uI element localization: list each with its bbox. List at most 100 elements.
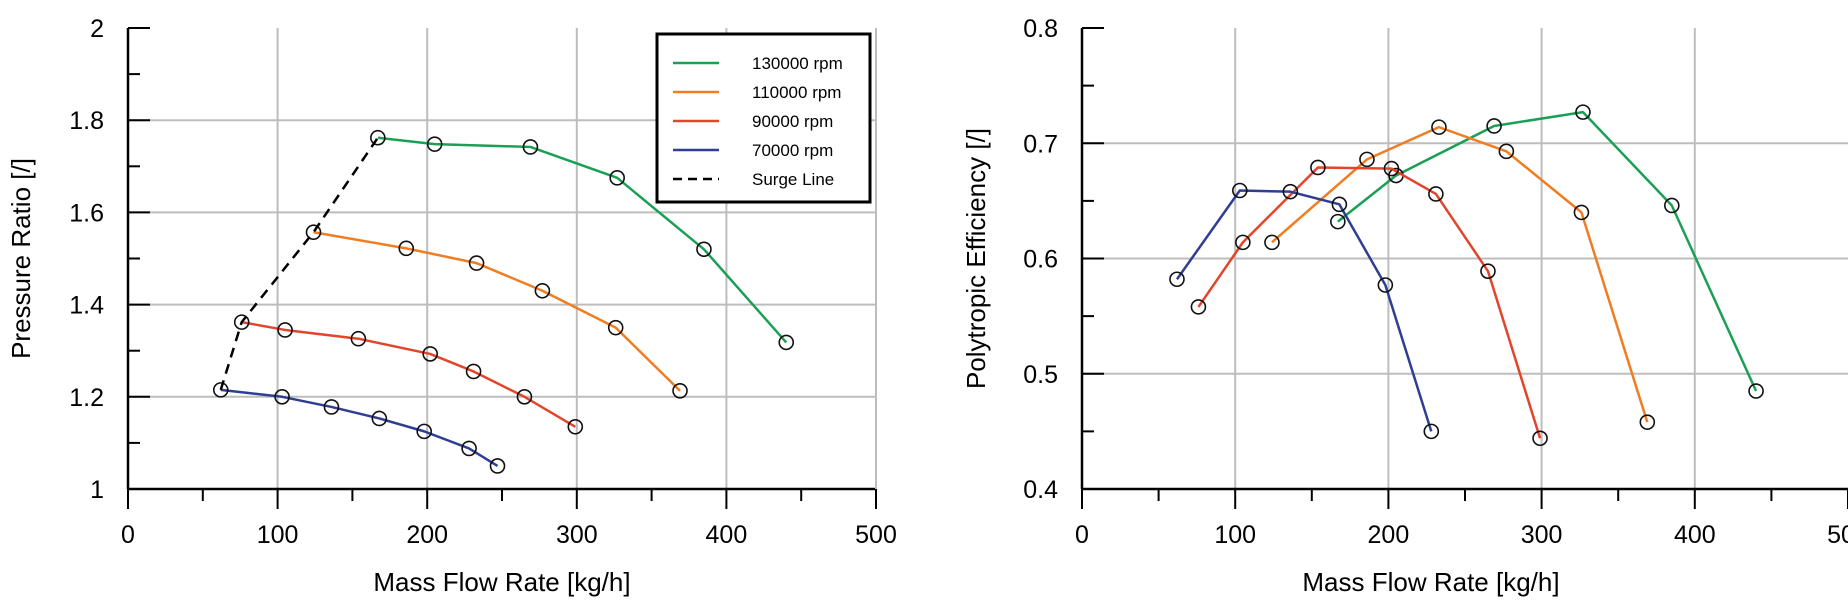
data-point xyxy=(1331,196,1348,213)
data-point xyxy=(1282,183,1299,200)
data-point xyxy=(567,418,584,435)
data-point xyxy=(522,139,539,155)
data-point xyxy=(1310,159,1326,176)
legend-label: 130000 rpm xyxy=(752,54,843,73)
data-point xyxy=(1359,151,1375,168)
y-tick-label: 0.8 xyxy=(1023,15,1058,43)
y-tick-label: 2 xyxy=(90,15,104,43)
series-1 xyxy=(1330,104,1764,399)
y-tick-label: 0.5 xyxy=(1023,361,1058,389)
data-point xyxy=(516,388,533,405)
series-3 xyxy=(1190,159,1548,447)
series-line xyxy=(1337,110,1758,392)
data-point xyxy=(1664,197,1680,214)
legend-label: Surge Line xyxy=(752,170,834,189)
x-tick-label: 100 xyxy=(257,521,299,549)
series-line xyxy=(1197,166,1542,439)
series-line xyxy=(220,388,499,468)
data-point xyxy=(1231,182,1248,199)
x-tick-label: 300 xyxy=(556,521,598,549)
series-4 xyxy=(1169,182,1440,440)
y-tick-label: 0.4 xyxy=(1023,476,1058,504)
y-tick-label: 1 xyxy=(90,476,104,504)
x-tick-label: 200 xyxy=(1368,521,1410,549)
data-point xyxy=(371,410,388,427)
legend-label: 110000 rpm xyxy=(752,83,841,102)
x-tick-label: 500 xyxy=(1827,521,1848,549)
x-tick-label: 200 xyxy=(406,521,448,549)
x-tick-label: 400 xyxy=(706,521,748,549)
data-point xyxy=(1330,213,1346,230)
data-point xyxy=(1575,104,1591,120)
series-5 xyxy=(219,137,379,391)
data-point xyxy=(1573,204,1590,221)
series-line xyxy=(313,230,681,392)
series-line xyxy=(377,136,788,344)
series-line xyxy=(241,320,576,428)
data-point xyxy=(1190,299,1207,315)
legend-label: 90000 rpm xyxy=(752,112,833,131)
y-tick-label: 1.8 xyxy=(69,107,104,135)
data-point xyxy=(534,282,551,299)
chart-panel-2: 0 100 200 300 400 500 0.4 0.5 0.6 0.7 0.8 Mass Flow… xyxy=(961,15,1848,597)
data-point xyxy=(1431,119,1447,135)
data-point xyxy=(1639,414,1656,430)
legend-label: 70000 rpm xyxy=(752,141,833,160)
data-point xyxy=(465,363,482,380)
data-point xyxy=(1748,383,1764,399)
data-point xyxy=(696,241,712,258)
data-point xyxy=(609,170,625,186)
data-point xyxy=(1383,160,1400,177)
data-point xyxy=(461,440,477,457)
data-point xyxy=(422,346,438,362)
data-point xyxy=(1532,430,1548,447)
x-axis-label: Mass Flow Rate [kg/h] xyxy=(373,567,630,597)
data-point xyxy=(1169,271,1185,288)
chart-panel-1: 0 100 200 300 400 500 1 1.2 1.4 1.6 1.8 2 Mass Flow … xyxy=(6,15,897,597)
x-axis-label: Mass Flow Rate [kg/h] xyxy=(1302,567,1559,597)
series-4 xyxy=(212,382,506,474)
series-line xyxy=(1175,189,1433,432)
x-tick-label: 500 xyxy=(855,521,897,549)
data-point xyxy=(277,322,293,338)
series-1 xyxy=(370,129,795,351)
series-2 xyxy=(305,224,688,399)
data-point xyxy=(1428,186,1444,202)
x-tick-label: 0 xyxy=(1075,521,1089,549)
legend: 130000 rpm 110000 rpm 90000 rpm 70000 rpm Su… xyxy=(655,32,872,204)
y-tick-label: 1.6 xyxy=(69,199,104,227)
y-tick-label: 1.4 xyxy=(69,292,104,320)
data-point xyxy=(350,330,367,347)
data-point xyxy=(416,423,433,440)
data-point xyxy=(212,382,229,398)
data-point xyxy=(1423,423,1440,440)
data-point xyxy=(398,240,415,257)
y-tick-label: 1.2 xyxy=(69,384,104,412)
x-tick-label: 400 xyxy=(1674,521,1716,549)
data-point xyxy=(468,255,485,271)
data-point xyxy=(274,388,290,405)
y-tick-label: 0.6 xyxy=(1023,246,1058,274)
data-point xyxy=(426,136,443,152)
series-2 xyxy=(1264,119,1656,430)
data-point xyxy=(323,399,340,415)
y-axis-label: Pressure Ratio [/] xyxy=(6,158,36,359)
data-point xyxy=(305,224,322,241)
data-point xyxy=(489,458,506,474)
data-point xyxy=(370,129,386,146)
x-tick-label: 100 xyxy=(1214,521,1256,549)
series-line xyxy=(1271,125,1649,423)
data-point xyxy=(1486,118,1502,134)
data-point xyxy=(672,383,688,399)
series-line xyxy=(219,137,379,391)
x-tick-label: 300 xyxy=(1521,521,1563,549)
data-point xyxy=(778,334,795,351)
data-point xyxy=(1264,234,1280,251)
y-axis-label: Polytropic Efficiency [/] xyxy=(961,128,991,389)
series-3 xyxy=(233,314,584,435)
data-point xyxy=(233,314,250,330)
y-tick-label: 0.7 xyxy=(1023,130,1058,158)
data-point xyxy=(1480,263,1496,279)
